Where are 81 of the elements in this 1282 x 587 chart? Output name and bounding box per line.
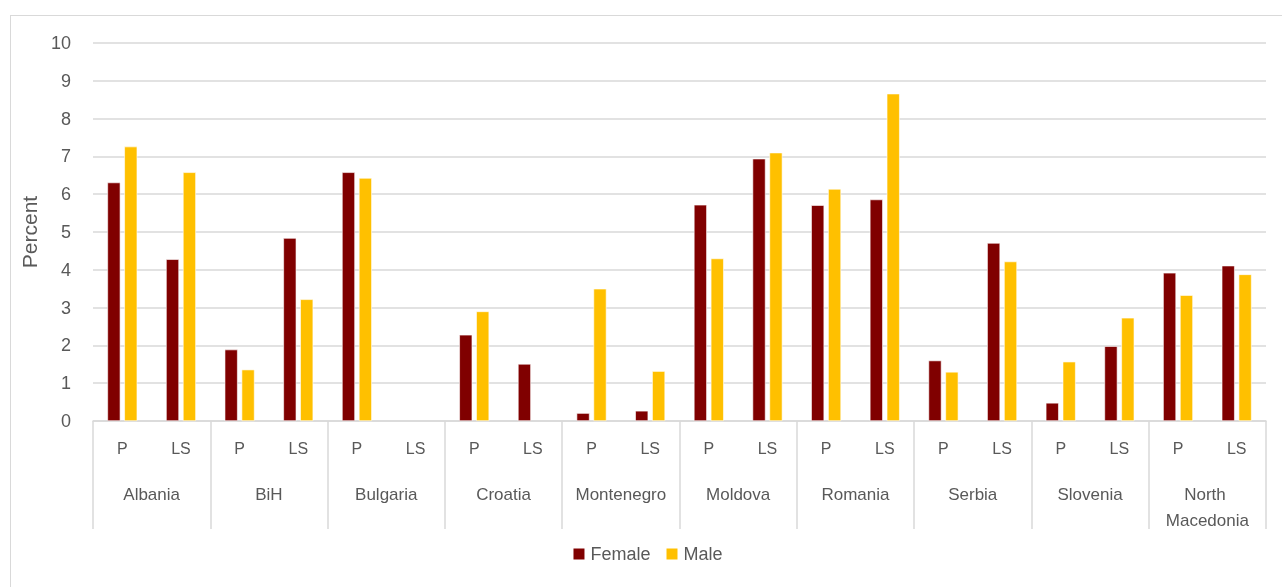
bar (1062, 361, 1076, 421)
bar (869, 199, 883, 421)
bar (652, 371, 666, 421)
bar (1221, 265, 1235, 421)
y-tick-label: 2 (60, 335, 71, 356)
y-tick-label: 5 (60, 222, 71, 242)
y-tick-label: 3 (60, 297, 71, 318)
x-tick-label: P (938, 439, 949, 457)
bar (635, 410, 649, 421)
text: Montenegro (575, 484, 667, 504)
bar (576, 413, 590, 421)
text: North Macedonia (1165, 484, 1250, 530)
x-tick-label: LS (1226, 439, 1247, 457)
x-tick-label: P (234, 439, 245, 457)
bar (358, 177, 372, 421)
x-tick-label: LS (171, 439, 191, 457)
bar (459, 334, 473, 421)
bar (476, 311, 490, 421)
text: BiH (255, 484, 283, 504)
x-tick-label: LS (1109, 439, 1130, 457)
bar (1004, 261, 1018, 421)
bar (1104, 346, 1118, 421)
x-tick-label: P (703, 439, 715, 457)
x-tick-label: P (1055, 439, 1067, 457)
text: Serbia (948, 484, 998, 504)
x-tick-label: P (586, 439, 597, 457)
bar (107, 182, 121, 421)
x-tick-label: LS (405, 439, 426, 457)
x-tick-label: P (820, 439, 832, 457)
y-tick-label: 1 (60, 373, 71, 394)
bar (1045, 402, 1059, 421)
y-tick-label: 7 (60, 146, 71, 167)
legend-label: Female (590, 544, 651, 564)
y-axis-title: Percent (18, 195, 42, 269)
x-tick-label: LS (523, 439, 543, 457)
x-tick-label: P (116, 439, 128, 457)
bar (124, 146, 138, 421)
bar (182, 172, 196, 421)
y-tick-label: 6 (60, 184, 71, 205)
bar (1238, 274, 1252, 421)
y-tick-label: 4 (60, 259, 71, 280)
bar (224, 349, 238, 421)
x-tick-label: P (351, 439, 363, 457)
y-tick-label: 9 (60, 70, 71, 91)
x-tick-label: P (1172, 439, 1184, 457)
x-tick-label: LS (874, 439, 895, 457)
bar (300, 299, 314, 421)
text: Moldova (706, 484, 771, 504)
text: Albania (123, 484, 181, 504)
bar (517, 363, 531, 421)
x-tick-label: LS (640, 439, 660, 457)
x-tick-label: LS (757, 439, 778, 457)
bar (1163, 272, 1177, 421)
bar (752, 158, 766, 421)
text: Slovenia (1057, 484, 1124, 504)
bar (945, 371, 959, 421)
bar (928, 360, 942, 421)
bar (1121, 317, 1135, 421)
bar (241, 369, 255, 421)
legend-label: Male (683, 544, 723, 564)
x-tick-label: LS (992, 439, 1012, 457)
bar (828, 188, 842, 421)
text: Croatia (476, 484, 532, 504)
bar (693, 204, 707, 421)
y-tick-label: 10 (50, 33, 71, 53)
y-tick-label: 0 (60, 411, 71, 431)
bar (166, 259, 180, 421)
bar (341, 172, 355, 421)
y-tick-label: 8 (60, 108, 71, 129)
x-tick-label: LS (288, 439, 309, 457)
bar (1179, 295, 1193, 421)
bar (811, 205, 825, 421)
bar (886, 93, 900, 421)
text: Romania (821, 484, 891, 504)
bar (710, 258, 724, 421)
bar (987, 242, 1001, 421)
bar (593, 288, 607, 421)
bar (283, 238, 297, 421)
text: Bulgaria (355, 484, 418, 504)
x-tick-label: P (468, 439, 480, 457)
bar (769, 152, 783, 421)
